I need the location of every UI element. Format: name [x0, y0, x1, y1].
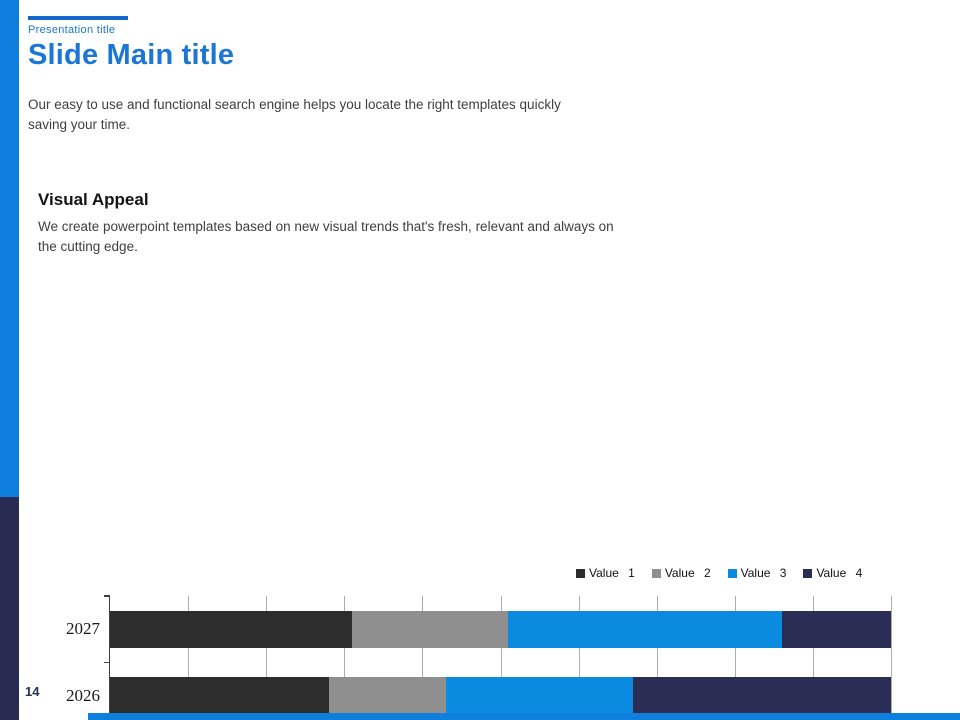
section-heading: Visual Appeal — [38, 190, 149, 209]
gridline-100% — [891, 596, 892, 720]
legend-item-value-2: Value 2 — [651, 566, 711, 580]
gridline-10% — [188, 596, 190, 720]
y-axis-tick — [104, 661, 110, 664]
legend-label: Value 2 — [664, 566, 711, 580]
presentation-title: Presentation title — [28, 24, 116, 36]
bar-segment-2026-value-4 — [633, 677, 891, 715]
bar-segment-2027-value-1 — [110, 610, 353, 648]
gridline-60% — [578, 596, 580, 720]
bar-segment-2026-value-2 — [328, 677, 446, 715]
intro-line-1: Our easy to use and functional search en… — [28, 97, 561, 112]
y-axis-label-2026: 2026 — [66, 685, 100, 705]
chart-plot — [104, 595, 892, 720]
legend-label: Value 4 — [816, 566, 863, 580]
gridline-20% — [266, 596, 268, 720]
page-number: 14 — [25, 684, 40, 699]
gridline-70% — [656, 596, 658, 720]
legend-label: Value 1 — [589, 566, 635, 580]
section-body: We create powerpoint templates based on … — [38, 217, 614, 257]
legend-item-value-3: Value 3 — [727, 566, 787, 580]
gridline-30% — [344, 596, 346, 720]
intro-paragraph: Our easy to use and functional search en… — [28, 95, 561, 135]
gridline-80% — [734, 596, 736, 720]
sidebar-strip-navy — [0, 497, 19, 720]
gridline-50% — [500, 596, 502, 720]
gridline-90% — [812, 596, 814, 720]
y-axis-tick — [104, 595, 110, 597]
slide-main-title: Slide Main title — [28, 39, 235, 71]
bar-segment-2027-value-2 — [352, 610, 509, 648]
legend-label: Value 3 — [740, 566, 787, 580]
bar-segment-2027-value-3 — [508, 610, 782, 648]
y-axis-label-2027: 2027 — [66, 619, 100, 639]
header-accent-line — [28, 16, 128, 20]
sidebar-strip-blue — [0, 0, 19, 497]
footer-accent-bar — [88, 713, 960, 720]
legend-item-value-1: Value 1 — [576, 566, 635, 580]
bar-segment-2027-value-4 — [781, 610, 891, 648]
legend-swatch-icon — [803, 568, 813, 578]
chart-legend: Value 1 Value 2 Value 3 Value 4 — [576, 566, 862, 580]
legend-swatch-icon — [727, 568, 737, 578]
sidebar-accent-strip — [0, 0, 19, 720]
chart-y-axis-labels: 2027202620252024 — [30, 596, 100, 720]
legend-swatch-icon — [576, 568, 585, 578]
legend-item-value-4: Value 4 — [803, 566, 862, 580]
bar-segment-2026-value-1 — [110, 677, 329, 715]
legend-swatch-icon — [651, 568, 661, 578]
section-body-line-1: We create powerpoint templates based on … — [38, 219, 614, 234]
intro-line-2: saving your time. — [28, 117, 131, 132]
bar-segment-2026-value-3 — [445, 677, 634, 715]
section-body-line-2: the cutting edge. — [38, 239, 138, 254]
gridline-40% — [422, 596, 424, 720]
